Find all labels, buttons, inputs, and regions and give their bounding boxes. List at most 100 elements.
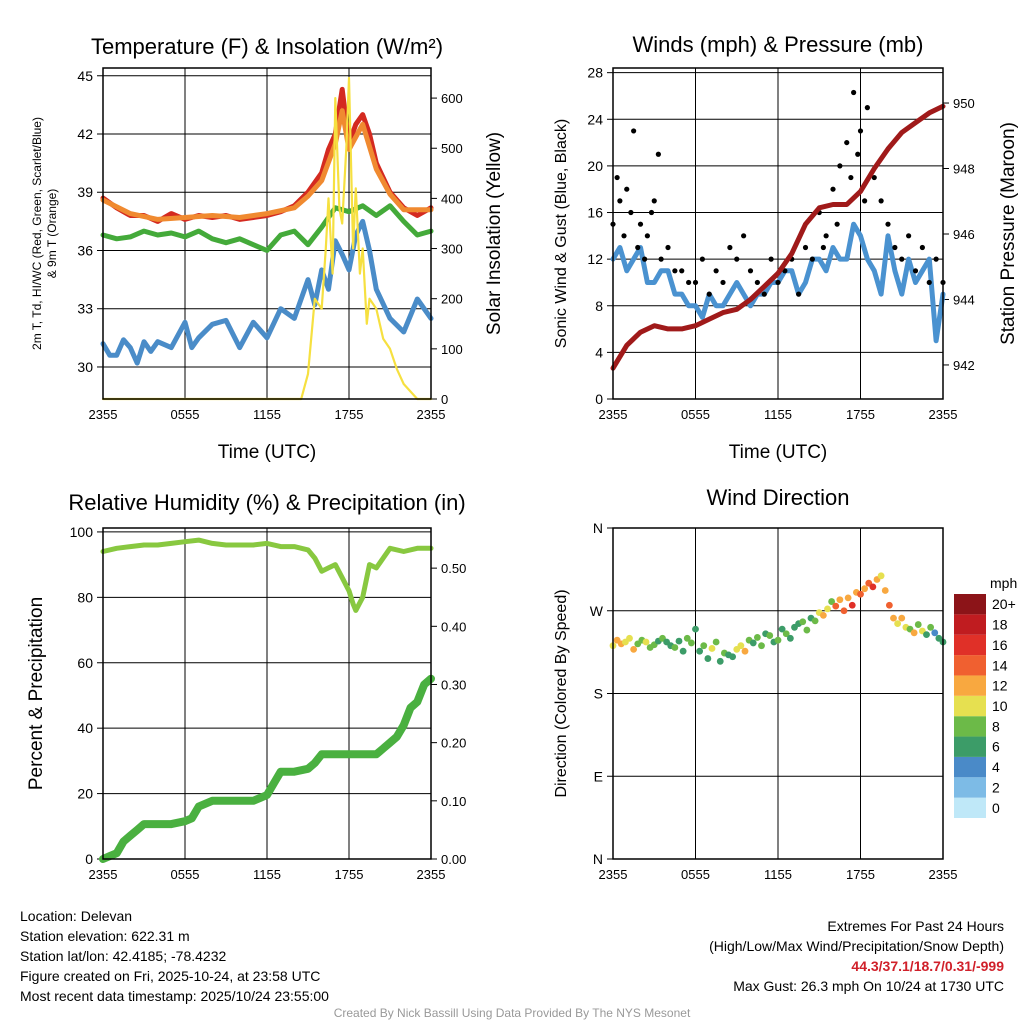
gust-point [637,221,644,227]
gust-point [617,198,623,204]
colorbar-swatch [954,594,986,615]
y-tick-label: 33 [77,301,93,317]
gust-point [796,291,802,297]
x-tick-label: 2355 [89,867,118,882]
direction-point [914,621,922,628]
gust-point [644,233,650,239]
direction-point [923,631,930,639]
plot-frame [612,527,944,860]
direction-point [692,625,699,633]
gust-point [878,198,884,204]
y2-tick-label: 0.30 [441,677,466,692]
gust-point [713,268,719,274]
y-tick-label: 12 [587,251,603,267]
colorbar-label: 20+ [992,596,1016,612]
x-tick-label: 1755 [846,867,875,882]
y-axis-label: 2m T, Tԁ, HI/WC (Red, Green, Scarlet/Blu… [30,117,44,350]
extremes-legend: (High/Low/Max Wind/Precipitation/Snow De… [709,938,1004,954]
direction-point [910,629,918,637]
direction-point [927,623,935,631]
y2-axis-label: Station Pressure (Maroon) [998,122,1019,345]
colorbar-label: 10 [992,698,1008,714]
gust-point [761,291,767,297]
gust-point [655,151,661,157]
y2-tick-label: 0.20 [441,736,466,751]
direction-point [749,639,757,647]
direction-point [626,634,633,642]
panel-1: 2355 0555 1155 1755 2355 30 33 36 39 42 45 0 100 200 3… [30,34,505,463]
gust-point [906,233,912,239]
gust-point [871,174,877,181]
direction-point [679,647,687,655]
y-tick-label: 0 [85,851,93,867]
y2-tick-label: 942 [953,358,975,373]
y-tick-label: W [590,603,604,619]
created-text: Figure created on Fri, 2025-10-24, at 23… [20,968,321,984]
direction-point [861,585,869,593]
y2-tick-label: 0.50 [441,561,466,576]
colorbar-swatch [954,756,986,778]
x-tick-label: 2355 [599,407,628,422]
series-line-hi-wc [100,218,434,366]
y2-axis-label: Solar Insolation (Yellow) [484,132,505,335]
direction-point [869,583,877,591]
series-line-td [100,203,434,253]
direction-point [799,618,807,626]
gust-point [837,163,843,169]
y-tick-label: 20 [587,158,603,174]
gust-point [775,279,781,286]
y-tick-label: 42 [77,126,93,142]
direction-point [675,637,683,645]
colorbar-swatch [954,675,986,696]
direction-point [700,642,708,650]
direction-point [885,601,893,609]
y-tick-label: E [594,768,603,784]
colorbar-label: 4 [992,759,1000,775]
station-info: Location: Delevan Station elevation: 622… [20,906,329,1006]
direction-point [737,642,745,650]
colorbar-swatch [954,777,986,798]
colorbar-swatch [954,634,986,656]
y-axis-label: Direction (Colored By Speed) [553,589,570,797]
gust-point [741,233,747,239]
y2-tick-label: 300 [441,242,463,257]
plot-frame [102,67,432,400]
colorbar-swatch [954,736,986,757]
colorbar-swatch [954,695,986,717]
colorbar-label: 16 [992,637,1008,653]
y-tick-label: 60 [77,655,93,671]
gust-point [857,128,864,134]
x-axis-label: Time (UTC) [218,442,317,463]
latlon-text: Station lat/lon: 42.4185; -78.4232 [20,948,227,964]
series-line-precipitation [99,674,435,863]
x-tick-label: 0555 [681,867,710,882]
y2-tick-label: 0 [441,392,448,407]
gust-point [624,186,630,192]
direction-point [671,644,679,651]
y-tick-label: 30 [77,359,93,375]
direction-point [729,653,737,661]
direction-point [758,642,765,650]
gust-point [768,256,774,262]
panel-3: 2355 0555 1155 1755 23550204060801000.000.10… [26,490,466,882]
gust-point [754,279,760,286]
gust-point [855,151,861,157]
direction-point [877,572,885,580]
y-tick-label: 24 [587,111,603,127]
y2-tick-label: 0.40 [441,619,466,634]
y-tick-label: N [593,851,603,867]
extremes-title: Extremes For Past 24 Hours [827,918,1004,934]
extremes-values: 44.3/37.1/18.7/0.31/-999 [851,958,1004,974]
direction-point [683,634,691,642]
gust-point [844,139,850,146]
x-tick-label: 2355 [599,867,628,882]
gust-point [679,268,685,274]
gust-point [734,256,740,262]
elevation-text: Station elevation: 622.31 m [20,928,190,944]
x-tick-label: 1155 [764,407,792,422]
y-tick-label: 8 [595,298,603,314]
direction-point [836,596,844,604]
y-tick-label: 100 [70,524,94,540]
y2-tick-label: 944 [953,292,975,307]
series-line-relative-humidity [100,537,434,613]
